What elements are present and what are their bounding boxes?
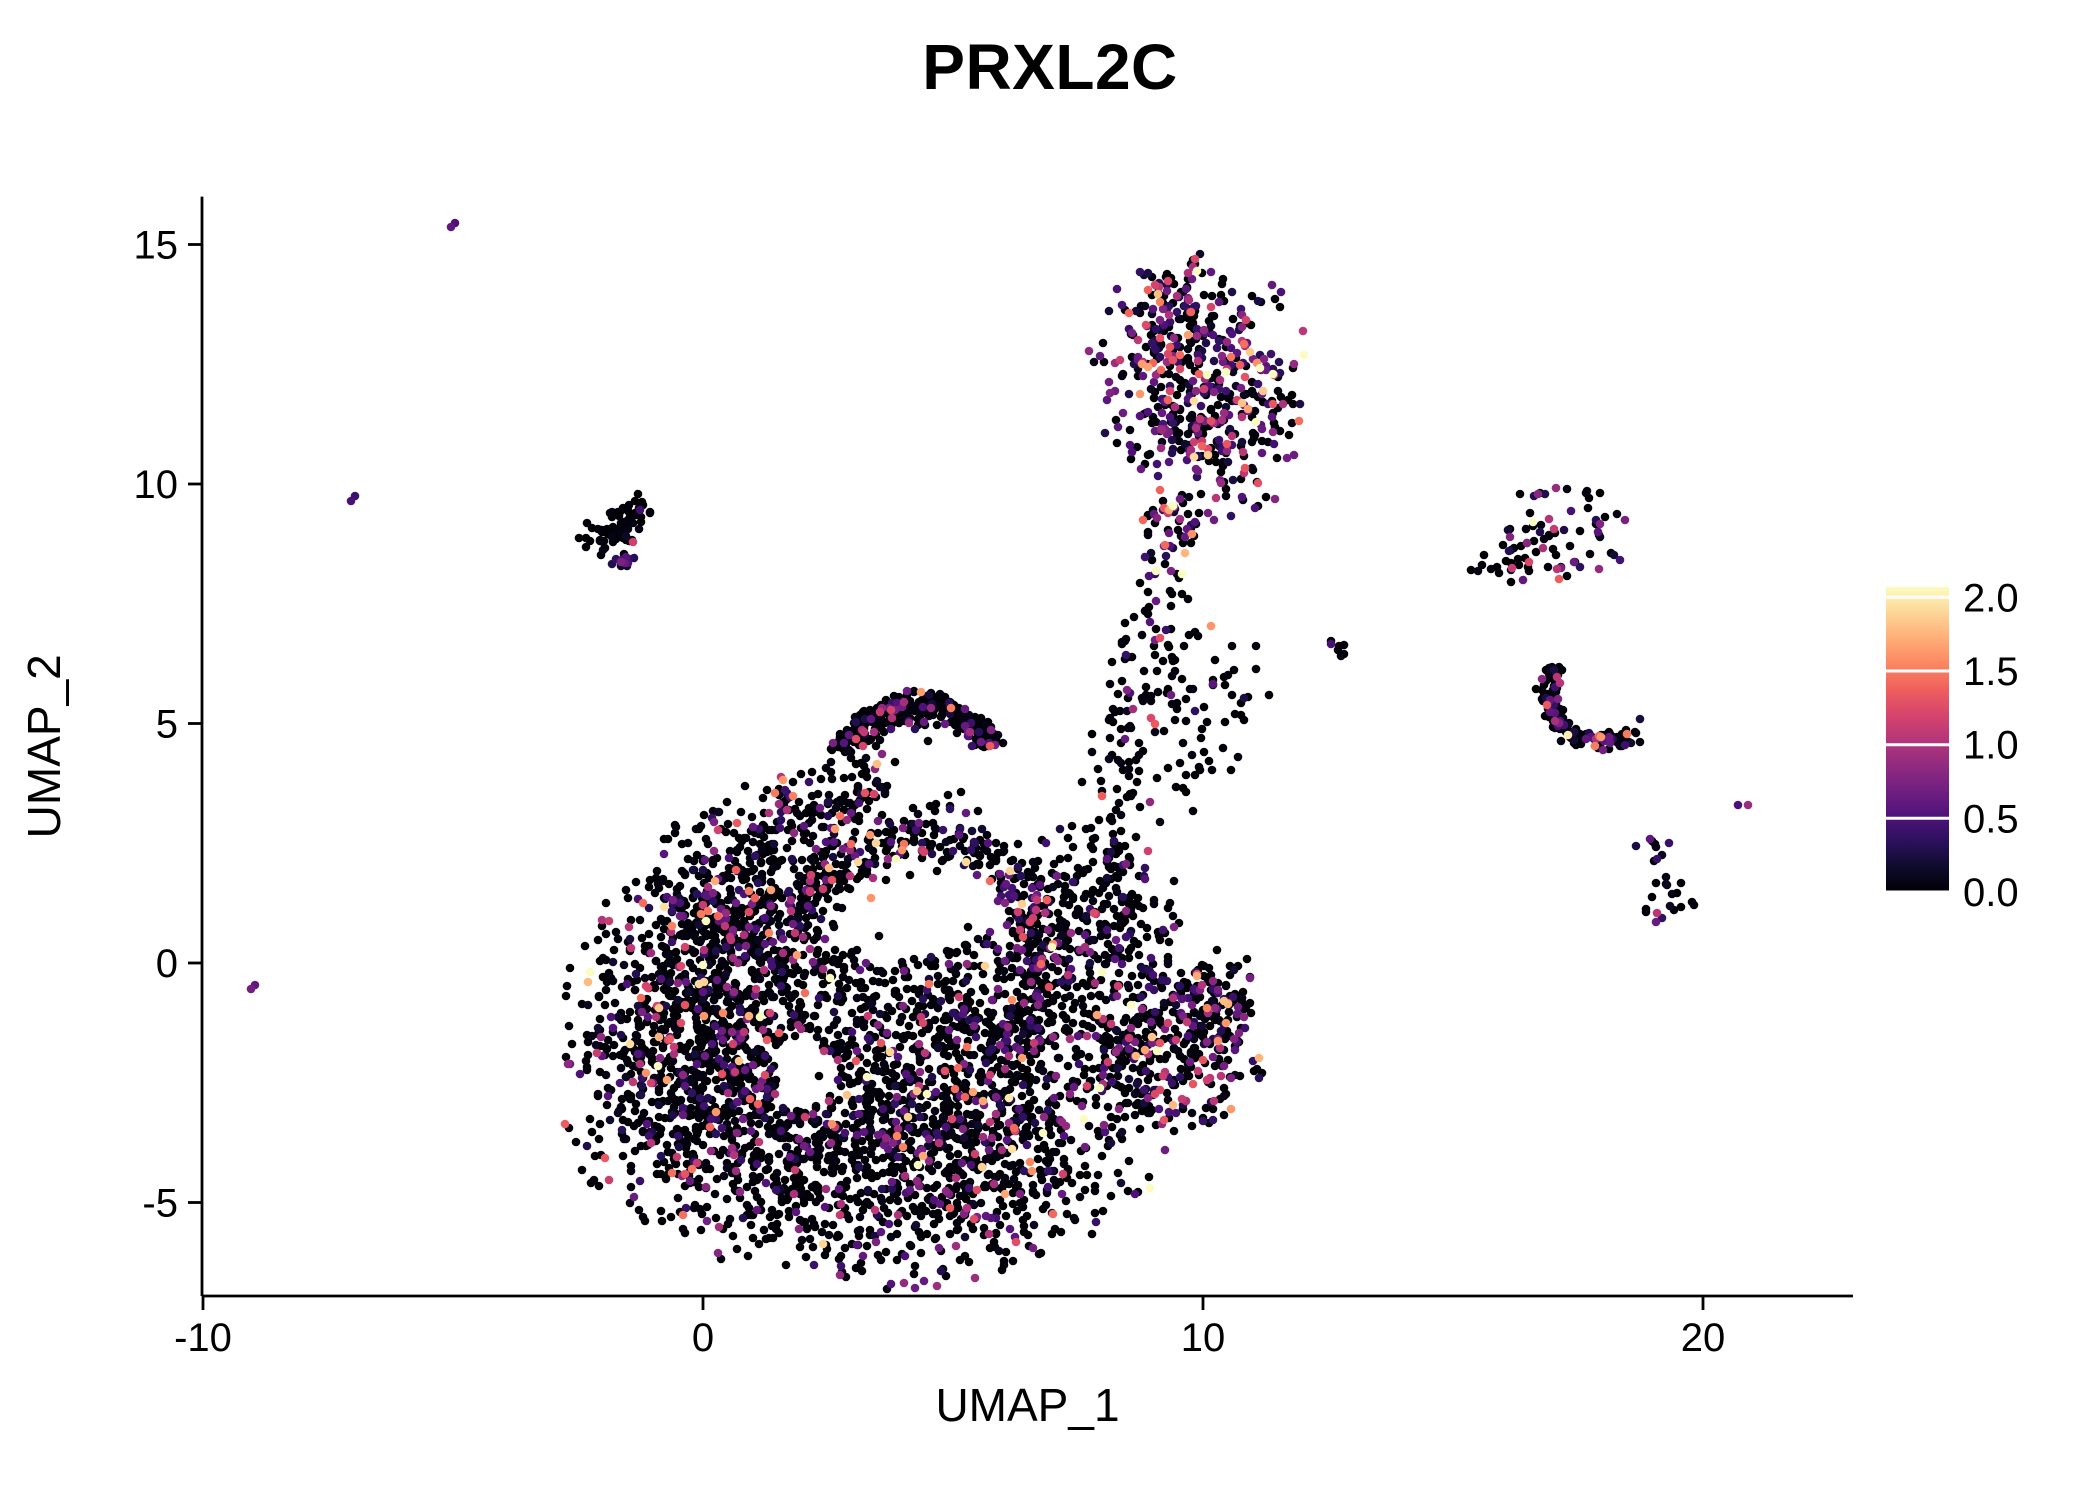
svg-text:-10: -10 bbox=[174, 1316, 232, 1360]
svg-text:0: 0 bbox=[156, 942, 178, 986]
svg-text:20: 20 bbox=[1681, 1316, 1726, 1360]
svg-text:-5: -5 bbox=[142, 1182, 178, 1226]
svg-text:10: 10 bbox=[134, 463, 179, 507]
svg-text:15: 15 bbox=[134, 224, 179, 268]
svg-text:0: 0 bbox=[692, 1316, 714, 1360]
svg-text:UMAP_2: UMAP_2 bbox=[18, 654, 70, 838]
svg-text:5: 5 bbox=[156, 703, 178, 747]
svg-text:10: 10 bbox=[1181, 1316, 1226, 1360]
svg-text:UMAP_1: UMAP_1 bbox=[935, 1379, 1119, 1431]
